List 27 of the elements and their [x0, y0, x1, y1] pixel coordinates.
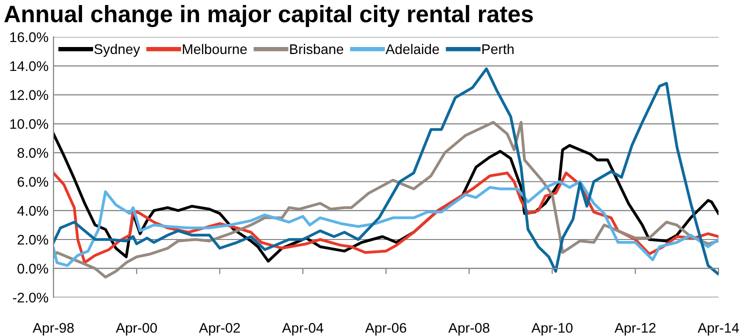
x-tick-label: Apr-14 [698, 323, 739, 336]
legend-label: Melbourne [182, 44, 247, 54]
y-tick-label: 12.0% [10, 90, 48, 100]
x-tick-label: Apr-02 [198, 322, 240, 336]
line-series [53, 120, 718, 278]
y-tick-label: 6.0% [18, 176, 48, 187]
y-tick-label: 2.0% [18, 234, 48, 245]
legend-label: Sydney [94, 44, 140, 57]
x-tick-label: Apr-98 [32, 322, 74, 336]
chart-title: Annual change in major capital city rental rates [4, 5, 533, 28]
x-tick-label: Apr-04 [282, 322, 324, 336]
y-tick-label: 14.0% [10, 61, 48, 72]
y-tick-label: 10.0% [10, 119, 48, 129]
legend-label: Adelaide [386, 44, 439, 54]
legend-label: Brisbane [290, 44, 344, 54]
x-tick-label: Apr-10 [531, 322, 573, 336]
y-tick-label: 4.0% [17, 206, 48, 216]
x-tick-label: Apr-06 [365, 322, 406, 336]
y-tick-label: 16.0% [10, 32, 48, 42]
line-series [53, 67, 718, 276]
x-tick-label: Apr-12 [614, 322, 656, 336]
x-tick-label: Apr-08 [448, 322, 490, 336]
legend-label: Perth [482, 44, 514, 54]
y-tick-label: 8.0% [18, 148, 48, 158]
x-tick-label: Apr-00 [116, 322, 157, 336]
y-tick-label: -2.0% [12, 292, 48, 303]
y-tick-label: 0.0% [18, 264, 48, 274]
